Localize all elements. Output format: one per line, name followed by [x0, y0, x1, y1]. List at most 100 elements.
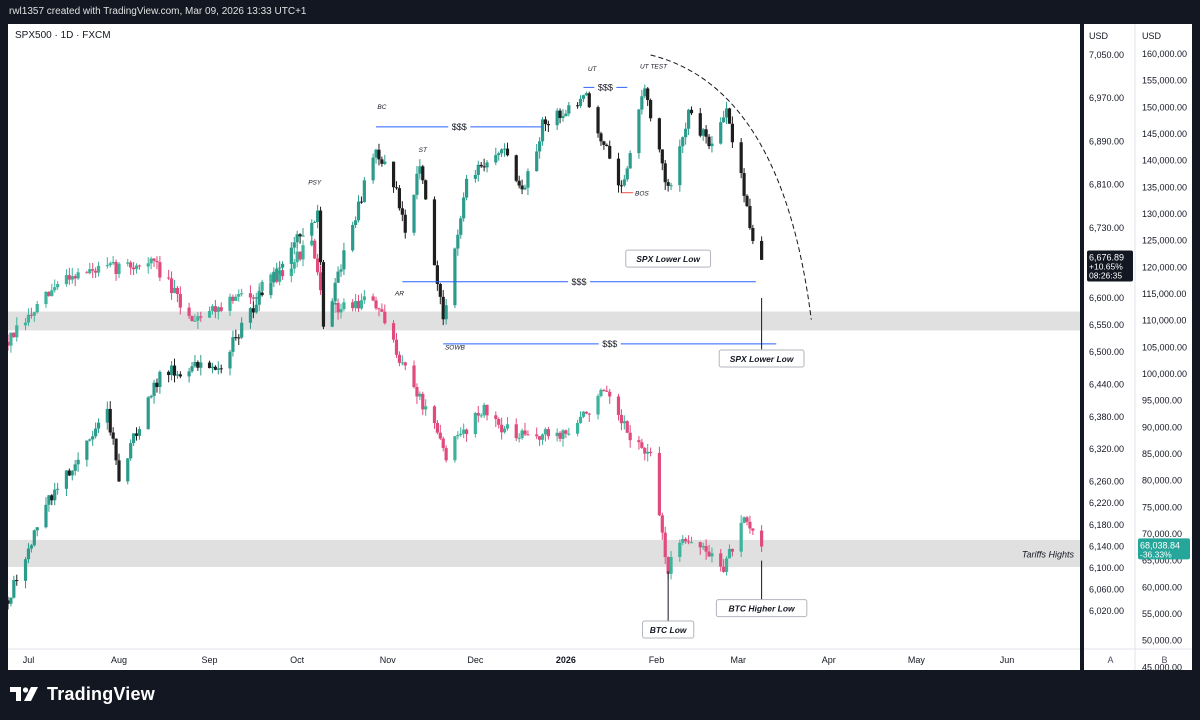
- spx-candle: [538, 141, 542, 152]
- btc-candle: [681, 538, 685, 543]
- btc-candle: [412, 365, 416, 388]
- spx-candle: [272, 272, 276, 283]
- spx-candle: [210, 366, 215, 369]
- spx-candle: [56, 488, 60, 490]
- spx-candle: [543, 119, 548, 125]
- btc-candle: [70, 276, 74, 280]
- spx-candle: [479, 164, 483, 167]
- btc-last-value: 68,038.84: [1140, 540, 1180, 550]
- spx-candle: [581, 95, 586, 99]
- spx-candle: [275, 268, 279, 273]
- btc-candle: [210, 306, 215, 312]
- spx-candle: [158, 371, 162, 388]
- btc-candle: [134, 265, 139, 270]
- annotation-label: UT TEST: [640, 64, 668, 71]
- spx-candle: [374, 149, 378, 158]
- btc-candle: [8, 341, 10, 346]
- spx-candle: [8, 600, 10, 604]
- symbol-label[interactable]: SPX500 · 1D · FXCM: [15, 30, 111, 41]
- spx-candle: [342, 250, 346, 270]
- spx-candle: [111, 432, 115, 439]
- spx-candle: [260, 292, 264, 296]
- spx-candle: [44, 504, 48, 528]
- spx-candle: [137, 429, 142, 436]
- spx-candle: [558, 110, 562, 118]
- spx-candle: [105, 408, 109, 423]
- spx-candle: [599, 133, 603, 142]
- spx-candle: [318, 210, 323, 263]
- spx-candle: [310, 222, 314, 236]
- spx-candle: [391, 161, 396, 188]
- btc-candle: [94, 270, 98, 273]
- spx-candle: [394, 187, 399, 189]
- btc-candle: [251, 297, 255, 299]
- btc-candle: [169, 278, 174, 294]
- spx-candles: [8, 84, 764, 610]
- btc-candle: [698, 542, 702, 548]
- left-axis-unit: USD: [1089, 31, 1109, 41]
- callout-label: BTC Low: [650, 625, 688, 635]
- spx-candle: [50, 495, 54, 501]
- btc-candle: [292, 262, 296, 269]
- spx-candle: [523, 187, 527, 190]
- spx-candle: [351, 225, 355, 251]
- x-tick-label: Dec: [467, 655, 484, 665]
- right-axis-tick: 70,000.00: [1142, 529, 1182, 539]
- pane-separator: [1080, 24, 1084, 670]
- right-axis-tick: 110,000.00: [1142, 316, 1186, 326]
- spx-candle: [35, 527, 39, 531]
- btc-candle: [575, 422, 580, 434]
- spx-candle: [689, 109, 694, 114]
- btc-candle: [88, 269, 92, 274]
- btc-candle: [599, 389, 603, 396]
- btc-candle: [187, 307, 191, 316]
- spx-candle: [91, 436, 95, 440]
- tradingview-logo[interactable]: TradingView: [10, 684, 155, 705]
- spx-candle: [254, 304, 258, 313]
- liquidity-label-bg: [598, 337, 621, 349]
- btc-candle: [301, 245, 305, 260]
- spx-candle: [739, 142, 743, 174]
- chart-panel[interactable]: Tariffs Hights Jul Aug Sep Oct Nov Dec 2026 Feb M…: [8, 24, 1192, 670]
- btc-candle: [482, 404, 486, 416]
- spx-candle: [555, 110, 559, 126]
- btc-candle: [383, 311, 387, 324]
- btc-candle: [391, 323, 396, 340]
- btc-candle: [91, 269, 95, 271]
- spx-candle: [333, 282, 337, 302]
- btc-candle: [608, 391, 612, 397]
- spx-candle: [464, 178, 469, 198]
- btc-candle: [421, 393, 425, 410]
- btc-candle: [444, 448, 448, 461]
- spx-candle: [421, 166, 425, 181]
- support-zone: [8, 539, 1080, 567]
- spx-countdown: 08:26:35: [1089, 270, 1122, 280]
- attribution-text: rwl1357 created with TradingView.com, Ma…: [9, 6, 307, 17]
- btc-candle: [336, 302, 340, 313]
- spx-candle: [584, 93, 588, 96]
- liquidity-label-bg: [448, 120, 471, 132]
- tradingview-logo-icon: [10, 686, 38, 701]
- spx-candle: [722, 117, 726, 123]
- btc-candle: [178, 293, 182, 308]
- annotation-label: BOS: [635, 190, 649, 197]
- btc-candle: [248, 293, 253, 298]
- btc-candle: [353, 301, 358, 309]
- liquidity-label: $$$: [572, 277, 587, 287]
- spx-candle: [292, 242, 296, 248]
- spx-candle: [96, 422, 101, 429]
- spx-candle: [760, 240, 764, 260]
- btc-candle: [318, 272, 323, 291]
- btc-candle: [473, 413, 477, 435]
- left-axis-tick: 6,320.00: [1089, 444, 1124, 454]
- header-bar: rwl1357 created with TradingView.com, Ma…: [0, 0, 1200, 22]
- spx-candle: [193, 361, 197, 367]
- chart-canvas[interactable]: Tariffs Hights Jul Aug Sep Oct Nov Dec 2026 Feb M…: [8, 24, 1192, 670]
- x-axis-area: [8, 649, 1080, 670]
- btc-last-badge: [1138, 538, 1190, 560]
- spx-candle: [625, 168, 629, 180]
- btc-candle: [298, 251, 302, 260]
- spx-candle: [301, 235, 305, 237]
- x-tick-label: Jul: [23, 655, 35, 665]
- spx-candle: [719, 122, 723, 144]
